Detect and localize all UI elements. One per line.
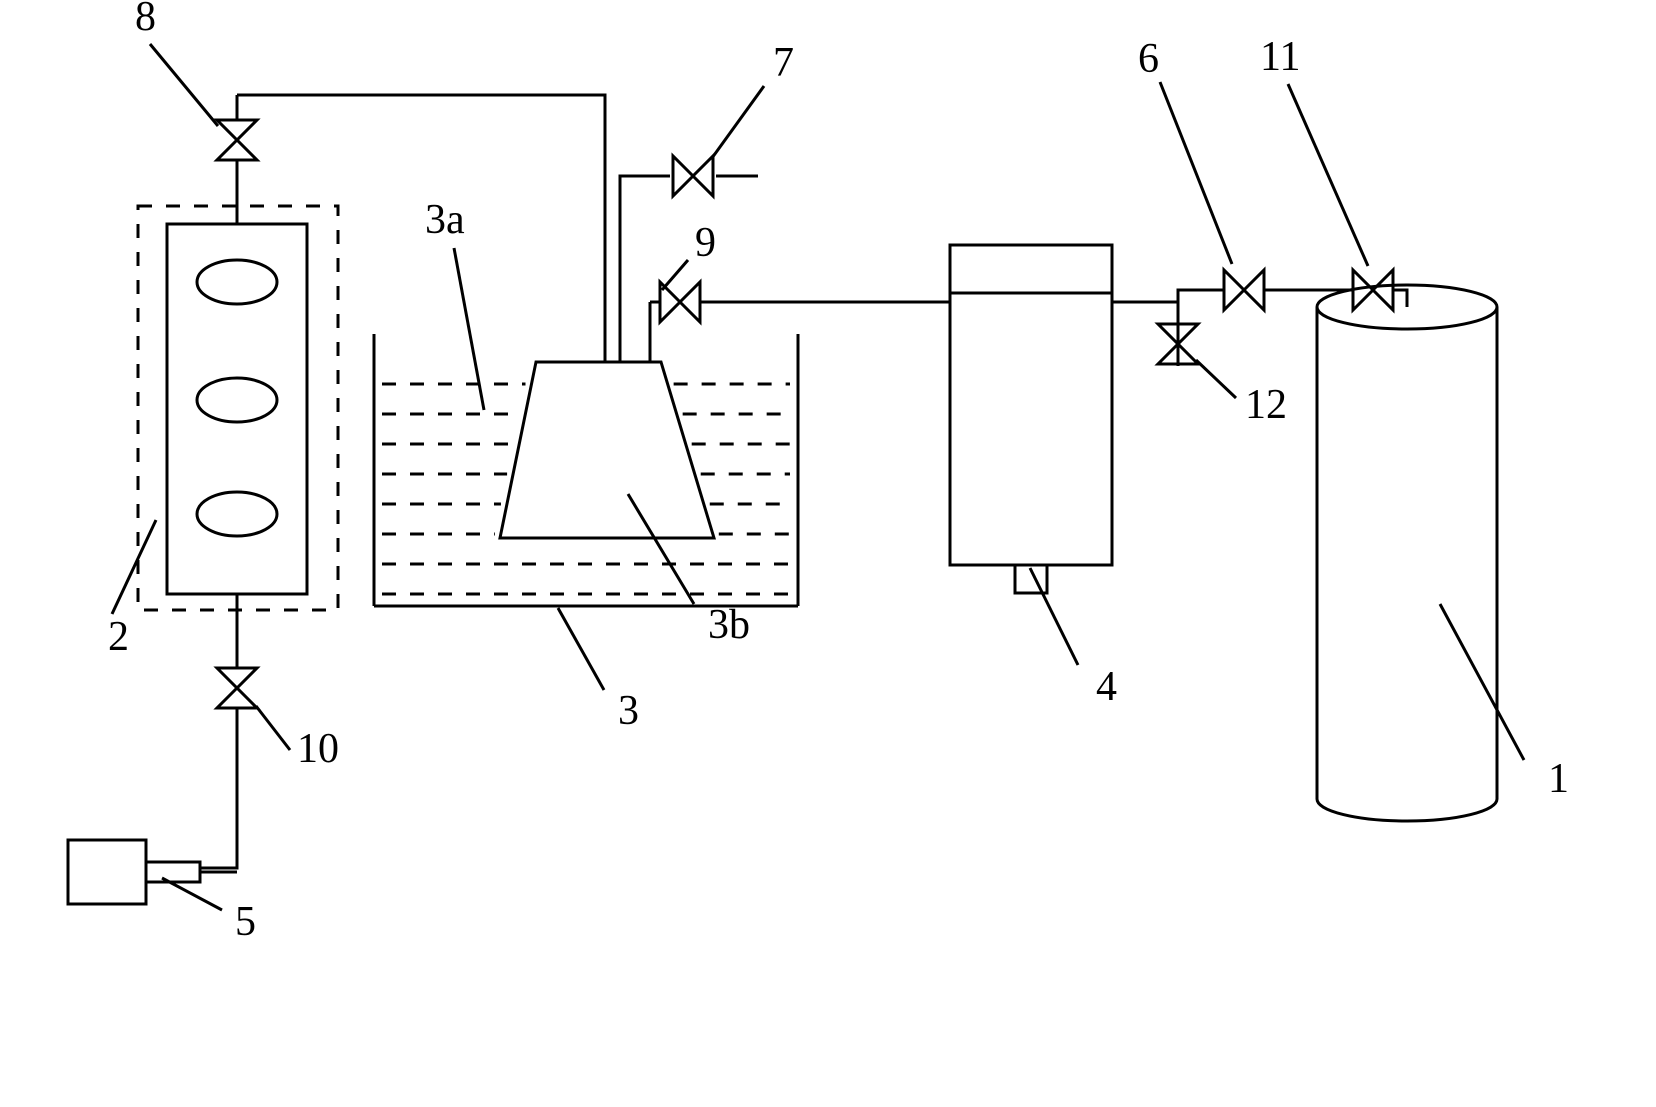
label-7: 7 xyxy=(773,40,794,86)
label-6: 6 xyxy=(1138,36,1159,82)
label-4: 4 xyxy=(1096,664,1117,710)
label-3a: 3a xyxy=(425,197,465,243)
label-2: 2 xyxy=(108,614,129,660)
diagram-canvas: 1233a3b456789101112 xyxy=(0,0,1656,1107)
label-5: 5 xyxy=(235,899,256,945)
label-1: 1 xyxy=(1548,756,1569,802)
label-12: 12 xyxy=(1245,382,1287,428)
label-11: 11 xyxy=(1260,34,1300,80)
label-3b: 3b xyxy=(708,602,750,648)
label-9: 9 xyxy=(695,220,716,266)
label-10: 10 xyxy=(297,726,339,772)
label-8: 8 xyxy=(135,0,156,40)
label-3: 3 xyxy=(618,688,639,734)
